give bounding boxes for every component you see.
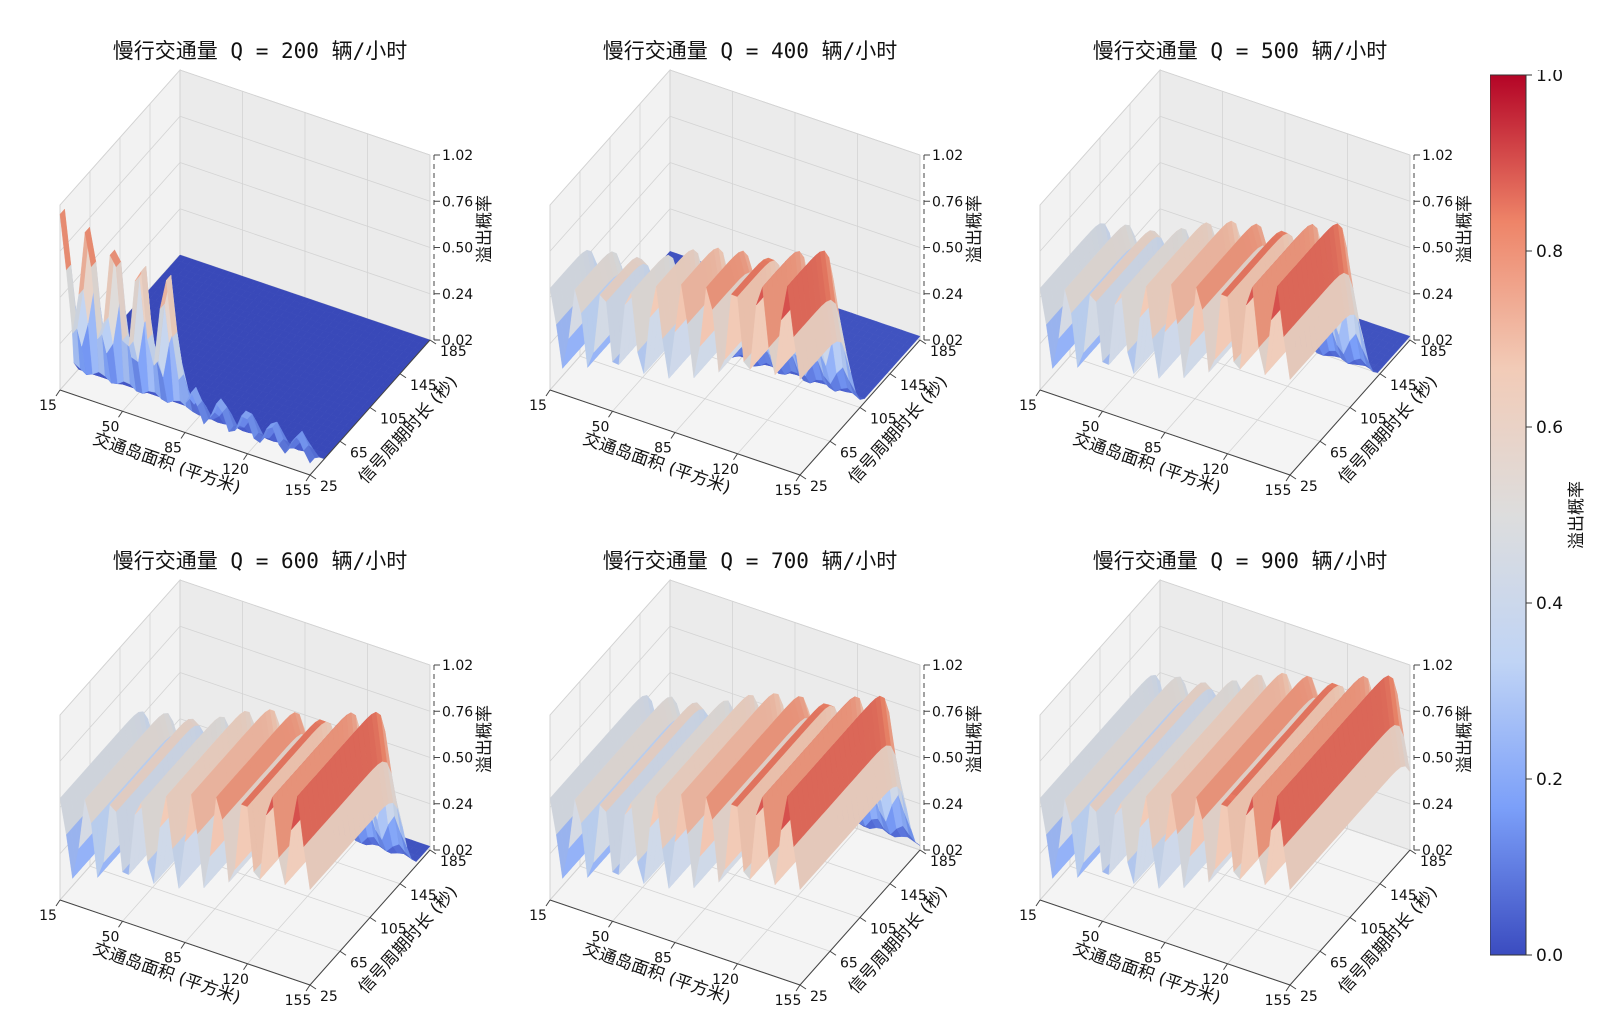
x-tick-mark (734, 454, 738, 460)
y-tick-mark (430, 850, 436, 854)
z-tick-label: 0.76 (932, 194, 963, 210)
y-tick-mark (340, 951, 346, 955)
z-axis-label: 溢出概率 (965, 195, 985, 263)
z-axis-label: 溢出概率 (475, 705, 495, 773)
z-tick-label: 0.02 (442, 333, 473, 349)
z-tick-label: 0.76 (1422, 194, 1453, 210)
x-tick-label: 155 (285, 483, 312, 499)
y-tick-mark (830, 441, 836, 445)
y-tick-mark (400, 884, 406, 888)
y-tick-label: 65 (350, 955, 368, 971)
chart-title: 慢行交通量 Q = 400 辆/小时 (510, 35, 990, 65)
z-tick-label: 0.50 (1422, 241, 1453, 257)
x-tick-mark (1224, 454, 1228, 460)
y-tick-mark (310, 985, 316, 989)
x-tick-mark (671, 433, 675, 439)
y-tick-mark (340, 441, 346, 445)
z-tick-label: 0.24 (442, 287, 473, 303)
z-tick-label: 0.02 (1422, 333, 1453, 349)
x-tick-mark (56, 900, 60, 906)
x-tick-label: 155 (285, 993, 312, 1009)
z-tick-label: 0.02 (932, 333, 963, 349)
y-tick-mark (1380, 374, 1386, 378)
z-tick-label: 1.02 (442, 148, 473, 164)
y-tick-mark (370, 408, 376, 412)
y-tick-mark (920, 340, 926, 344)
y-tick-label: 25 (1300, 479, 1318, 495)
x-tick-mark (1161, 433, 1165, 439)
y-tick-label: 65 (350, 445, 368, 461)
x-tick-mark (796, 475, 800, 481)
x-tick-mark (306, 475, 310, 481)
x-tick-mark (1099, 411, 1103, 417)
x-tick-mark (119, 411, 123, 417)
z-tick-label: 0.50 (932, 241, 963, 257)
y-tick-mark (310, 475, 316, 479)
x-tick-label: 15 (39, 398, 57, 414)
x-tick-mark (306, 985, 310, 991)
chart-title: 慢行交通量 Q = 600 辆/小时 (20, 545, 500, 575)
x-tick-mark (181, 433, 185, 439)
y-tick-label: 25 (320, 479, 338, 495)
z-tick-label: 0.24 (932, 287, 963, 303)
z-tick-label: 0.50 (442, 241, 473, 257)
z-tick-label: 0.24 (442, 797, 473, 813)
y-tick-mark (890, 374, 896, 378)
chart-title: 慢行交通量 Q = 200 辆/小时 (20, 35, 500, 65)
z-tick-label: 0.76 (442, 704, 473, 720)
y-tick-label: 25 (810, 479, 828, 495)
x-tick-mark (244, 454, 248, 460)
z-tick-label: 0.76 (442, 194, 473, 210)
z-tick-label: 1.02 (932, 148, 963, 164)
chart-title: 慢行交通量 Q = 500 辆/小时 (1000, 35, 1480, 65)
x-tick-mark (119, 921, 123, 927)
y-tick-mark (1410, 340, 1416, 344)
x-tick-label: 155 (1265, 483, 1292, 499)
y-tick-mark (1350, 408, 1356, 412)
z-tick-label: 1.02 (1422, 148, 1453, 164)
x-tick-mark (609, 411, 613, 417)
z-tick-label: 1.02 (442, 658, 473, 674)
x-tick-label: 15 (1019, 398, 1037, 414)
z-axis-label: 溢出概率 (1455, 195, 1475, 263)
x-tick-mark (1286, 475, 1290, 481)
y-tick-label: 65 (1330, 445, 1348, 461)
y-tick-label: 25 (320, 989, 338, 1005)
y-tick-mark (860, 408, 866, 412)
y-tick-mark (400, 374, 406, 378)
y-tick-mark (1320, 441, 1326, 445)
y-tick-mark (1290, 475, 1296, 479)
y-tick-mark (800, 475, 806, 479)
x-tick-mark (244, 964, 248, 970)
x-tick-mark (546, 390, 550, 396)
z-tick-label: 0.50 (442, 751, 473, 767)
x-tick-label: 15 (529, 398, 547, 414)
z-tick-label: 0.24 (1422, 287, 1453, 303)
z-axis-label: 溢出概率 (475, 195, 495, 263)
y-tick-label: 65 (840, 445, 858, 461)
y-tick-mark (370, 918, 376, 922)
x-tick-label: 155 (775, 483, 802, 499)
x-tick-mark (181, 943, 185, 949)
x-tick-mark (56, 390, 60, 396)
z-tick-label: 0.02 (442, 843, 473, 859)
y-tick-mark (430, 340, 436, 344)
x-tick-mark (1036, 390, 1040, 396)
x-tick-label: 15 (39, 908, 57, 924)
